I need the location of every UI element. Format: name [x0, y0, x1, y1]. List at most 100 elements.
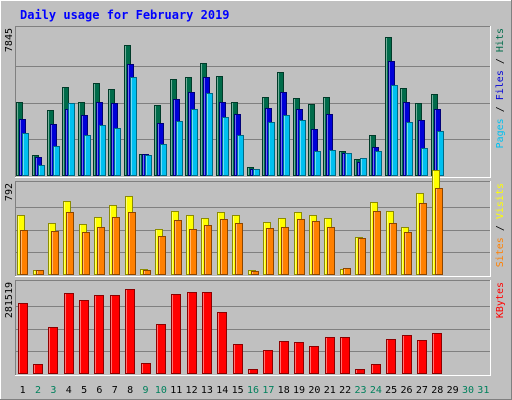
- bar-kbytes-day-1: [18, 303, 28, 374]
- bar-pages-day-8: [130, 77, 137, 176]
- bar-kbytes-day-17: [263, 350, 273, 374]
- bar-kbytes-day-16: [248, 369, 258, 374]
- day-label: 12: [186, 385, 198, 396]
- bar-sites-day-27: [419, 203, 427, 275]
- bar-kbytes-day-12: [187, 292, 197, 374]
- bar-pages-day-26: [406, 122, 413, 176]
- bar-kbytes-day-7: [110, 295, 120, 374]
- bar-pages-day-7: [114, 128, 121, 176]
- max-value-label: 7845: [4, 28, 15, 52]
- legend-part: /: [495, 52, 506, 70]
- bar-pages-day-3: [53, 146, 60, 176]
- bar-kbytes-day-20: [309, 346, 319, 374]
- day-label: 4: [66, 385, 72, 396]
- bar-sites-day-8: [128, 212, 136, 275]
- legend-part: Pages: [495, 118, 506, 148]
- bar-sites-day-6: [97, 227, 105, 275]
- day-label: 31: [477, 385, 489, 396]
- bar-kbytes-day-24: [371, 364, 381, 374]
- legend-part: /: [495, 219, 506, 237]
- bar-sites-day-17: [266, 228, 274, 275]
- bar-pages-day-4: [68, 103, 75, 176]
- bar-kbytes-day-22: [340, 337, 350, 374]
- day-label: 30: [462, 385, 474, 396]
- bar-kbytes-day-14: [217, 312, 227, 374]
- bar-pages-day-11: [176, 121, 183, 176]
- day-label: 8: [127, 385, 133, 396]
- bar-pages-day-18: [283, 115, 290, 176]
- bar-pages-day-5: [84, 135, 91, 176]
- bar-sites-day-9: [143, 270, 151, 275]
- day-label: 21: [324, 385, 336, 396]
- bar-pages-day-22: [345, 153, 352, 176]
- panel-visits-sites: 792 Sites / Visits: [4, 170, 506, 277]
- bar-pages-day-1: [22, 133, 29, 176]
- bar-sites-day-3: [51, 231, 59, 275]
- bar-sites-day-1: [20, 230, 28, 275]
- max-value-label: 281519: [4, 282, 15, 318]
- bar-kbytes-day-6: [94, 295, 104, 374]
- legend-part: Files: [495, 70, 506, 100]
- bar-kbytes-day-26: [402, 335, 412, 374]
- bar-pages-day-9: [145, 155, 152, 176]
- legend-part: Sites: [495, 237, 506, 267]
- bar-sites-day-23: [358, 238, 366, 275]
- panel-kbytes: 281519 KBytes: [4, 280, 506, 376]
- bar-sites-day-4: [66, 212, 74, 275]
- series-legend-visits-sites: Sites / Visits: [495, 183, 506, 267]
- day-label: 28: [431, 385, 443, 396]
- day-label: 17: [262, 385, 274, 396]
- bar-sites-day-26: [404, 232, 412, 275]
- bar-pages-day-6: [99, 125, 106, 176]
- day-label: 13: [201, 385, 213, 396]
- bar-sites-day-13: [204, 225, 212, 275]
- bar-sites-day-25: [389, 223, 397, 275]
- day-label: 24: [370, 385, 382, 396]
- bar-kbytes-day-21: [325, 337, 335, 374]
- bar-pages-day-23: [360, 158, 367, 176]
- day-label: 14: [216, 385, 228, 396]
- bar-sites-day-11: [174, 220, 182, 275]
- bar-kbytes-day-15: [233, 344, 243, 374]
- bar-pages-day-15: [237, 135, 244, 176]
- day-axis-labels: 1 2 3 4 5 6 7 8 9 10 11 12 13 14 15 16 17 18 19 20 21 22 23 24 2…: [20, 385, 490, 396]
- bar-pages-day-10: [160, 144, 167, 176]
- bar-pages-day-28: [437, 131, 444, 176]
- day-label: 18: [278, 385, 290, 396]
- bar-pages-day-19: [299, 120, 306, 176]
- day-label: 23: [354, 385, 366, 396]
- bar-kbytes-day-10: [156, 324, 166, 374]
- bar-pages-day-17: [268, 122, 275, 176]
- bar-sites-day-24: [373, 211, 381, 275]
- bar-pages-day-12: [191, 109, 198, 176]
- day-label: 10: [155, 385, 167, 396]
- bar-kbytes-day-27: [417, 340, 427, 374]
- series-legend-hits-files-pages: Pages / Files / Hits: [495, 28, 506, 148]
- bar-sites-day-18: [281, 227, 289, 275]
- bar-kbytes-day-8: [125, 289, 135, 374]
- day-label: 26: [401, 385, 413, 396]
- day-label: 5: [81, 385, 87, 396]
- bar-kbytes-day-19: [294, 342, 304, 374]
- day-label: 29: [447, 385, 459, 396]
- legend-part: /: [495, 100, 506, 118]
- bar-kbytes-day-23: [355, 369, 365, 374]
- bar-sites-day-19: [297, 219, 305, 275]
- bar-kbytes-day-4: [64, 293, 74, 374]
- bar-sites-day-22: [343, 268, 351, 275]
- bar-pages-day-2: [38, 165, 45, 176]
- bar-sites-day-7: [112, 217, 120, 275]
- bar-pages-day-13: [206, 93, 213, 176]
- series-legend-kbytes: KBytes: [495, 282, 506, 318]
- day-label: 25: [385, 385, 397, 396]
- day-label: 6: [96, 385, 102, 396]
- day-label: 3: [50, 385, 56, 396]
- day-label: 2: [35, 385, 41, 396]
- bar-sites-day-12: [189, 229, 197, 275]
- day-label: 19: [293, 385, 305, 396]
- day-label: 22: [339, 385, 351, 396]
- day-label: 9: [143, 385, 149, 396]
- bar-kbytes-day-25: [386, 339, 396, 374]
- day-label: 27: [416, 385, 428, 396]
